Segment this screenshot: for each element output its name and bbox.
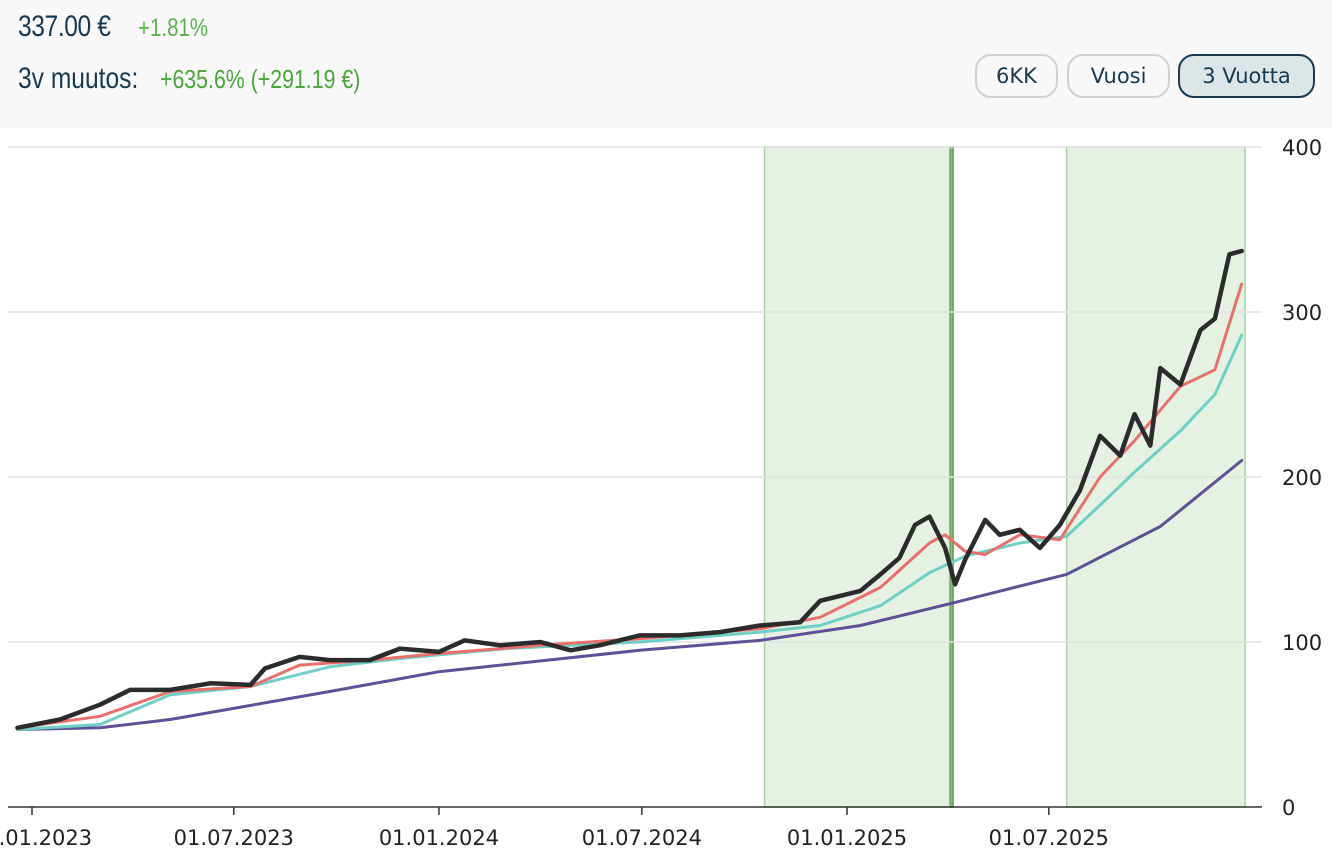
- y-tick-label: 100: [1282, 631, 1322, 655]
- y-tick-label: 200: [1282, 466, 1322, 490]
- day-change: +1.81%: [138, 14, 209, 42]
- summary-header: 337.00 € +1.81% 3v muutos: +635.6% (+291…: [0, 0, 1332, 128]
- x-tick-label: 01.07.2025: [989, 826, 1109, 850]
- current-price: 337.00 €: [18, 10, 111, 43]
- series-line-ma-short: [16, 282, 1244, 730]
- period-change-label: 3v muutos:: [18, 62, 139, 95]
- series-line-ma-medium: [16, 333, 1244, 731]
- x-tick-label: 01.01.2023: [0, 826, 92, 850]
- x-tick-label: 01.01.2025: [787, 826, 907, 850]
- y-tick-label: 400: [1282, 136, 1322, 160]
- x-tick-label: 01.01.2024: [379, 826, 499, 850]
- range-button-6kk[interactable]: 6KK: [975, 54, 1058, 98]
- y-tick-label: 0: [1282, 796, 1295, 820]
- range-button-3-vuotta[interactable]: 3 Vuotta: [1178, 54, 1315, 98]
- period-change-value: +635.6% (+291.19 €): [160, 64, 361, 94]
- x-tick-label: 01.07.2023: [174, 826, 294, 850]
- x-tick-label: 01.07.2024: [582, 826, 702, 850]
- series-line-ma-long: [16, 459, 1244, 731]
- range-button-vuosi[interactable]: Vuosi: [1067, 54, 1170, 98]
- series-line-price: [15, 248, 1244, 731]
- y-tick-label: 300: [1282, 301, 1322, 325]
